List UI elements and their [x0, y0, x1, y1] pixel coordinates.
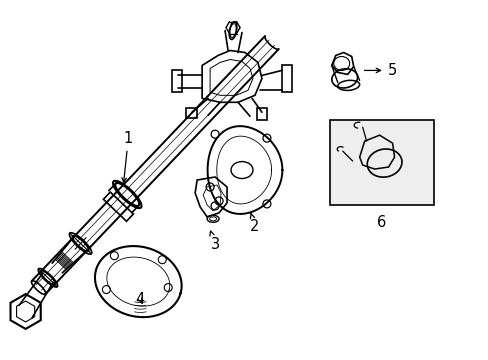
Text: 3: 3	[209, 231, 219, 252]
Text: 6: 6	[377, 215, 386, 230]
Text: 4: 4	[135, 292, 144, 307]
Bar	[329, 120, 433, 205]
Text: 2: 2	[250, 213, 259, 234]
Text: 5: 5	[364, 63, 396, 78]
Text: 1: 1	[122, 131, 133, 183]
